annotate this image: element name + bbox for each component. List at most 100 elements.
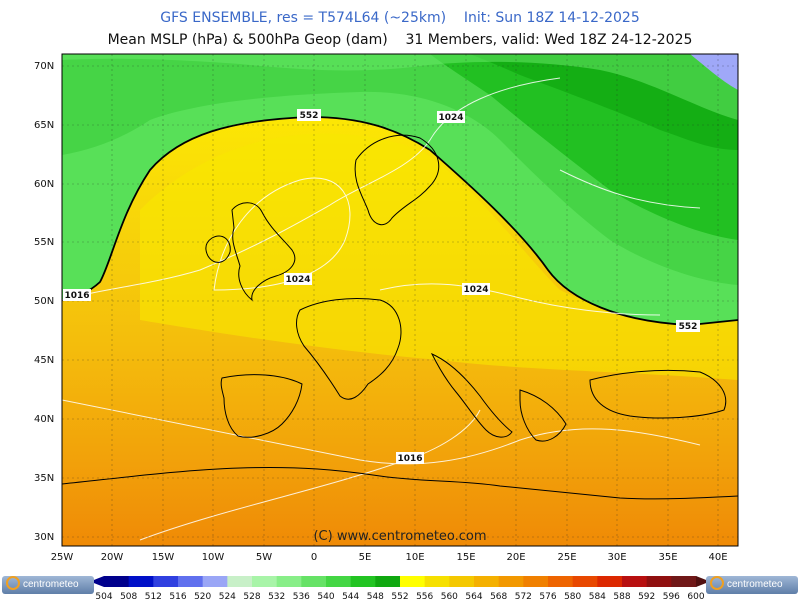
lon-label-35e: 35E [658, 552, 677, 563]
scale-swatch [276, 576, 302, 587]
lon-label-15e: 15E [456, 552, 475, 563]
lon-label-25e: 25E [557, 552, 576, 563]
lon-label-10e: 10E [405, 552, 424, 563]
scale-value-label: 580 [564, 592, 581, 600]
centrometeo-logo-left: centrometeo [2, 576, 94, 594]
lon-label-15w: 15W [152, 552, 175, 563]
lon-label-20w: 20W [101, 552, 124, 563]
logo-ring-icon [6, 576, 20, 591]
scale-value-label: 584 [589, 592, 606, 600]
svg-text:1016: 1016 [64, 291, 89, 301]
lat-label-70n: 70N [34, 61, 54, 72]
lon-label-5w: 5W [256, 552, 272, 563]
lon-label-30e: 30E [607, 552, 626, 563]
scale-value-label: 512 [145, 592, 162, 600]
scale-value-label: 588 [613, 592, 630, 600]
scale-value-label: 520 [194, 592, 211, 600]
lat-label-45n: 45N [34, 355, 54, 366]
lon-label-5e: 5E [359, 552, 372, 563]
scale-swatch [474, 576, 500, 587]
scale-swatch [646, 576, 672, 587]
latitude-labels: 70N 65N 60N 55N 50N 45N 40N 35N 30N [34, 61, 54, 543]
scale-value-label: 540 [317, 592, 334, 600]
scale-swatch [202, 576, 228, 587]
map-credit: (C) www.centrometeo.com [313, 529, 486, 544]
logo-ring-icon [710, 576, 724, 591]
lon-label-25w: 25W [51, 552, 74, 563]
lon-label-20e: 20E [506, 552, 525, 563]
lat-label-35n: 35N [34, 473, 54, 484]
scale-value-label: 532 [268, 592, 285, 600]
graticule [62, 54, 738, 546]
scale-swatch [252, 576, 278, 587]
svg-text:552: 552 [679, 322, 698, 332]
svg-text:1024: 1024 [438, 113, 463, 123]
scale-value-label: 524 [219, 592, 236, 600]
scale-swatch [104, 576, 130, 587]
lat-label-55n: 55N [34, 237, 54, 248]
scale-swatch [350, 576, 376, 587]
scale-swatch [301, 576, 327, 587]
scale-value-label: 592 [638, 592, 655, 600]
scale-swatch [597, 576, 623, 587]
scale-swatch [523, 576, 549, 587]
scale-value-label: 552 [391, 592, 408, 600]
scale-swatch [449, 576, 475, 587]
contour-label-552-east: 552 [676, 320, 700, 332]
scale-value-label: 600 [687, 592, 704, 600]
scale-value-label: 508 [120, 592, 137, 600]
scale-arrow-high [696, 576, 710, 587]
contour-label-1024-uk: 1024 [284, 273, 312, 285]
scale-value-label: 504 [95, 592, 112, 600]
contour-label-552-north: 552 [297, 109, 321, 121]
scale-arrow-low [90, 576, 104, 587]
scale-swatch [227, 576, 253, 587]
longitude-labels: 25W 20W 15W 10W 5W 0 5E 10E 15E 20E 25E … [51, 552, 728, 563]
lon-label-10w: 10W [202, 552, 225, 563]
map-area [62, 54, 738, 546]
map-title-line1: GFS ENSEMBLE, res = T574L64 (~25km) Init… [160, 10, 640, 26]
svg-text:552: 552 [300, 111, 319, 121]
scale-value-label: 564 [465, 592, 482, 600]
scale-swatch [622, 576, 648, 587]
scale-value-label: 528 [243, 592, 260, 600]
scale-value-label: 536 [293, 592, 310, 600]
scale-value-label: 572 [515, 592, 532, 600]
contour-label-1016-africa: 1016 [396, 452, 424, 464]
color-scale-bar: 504 508 512 516 520 524 528 532 536 540 544 548 552 5… [90, 576, 710, 600]
scale-swatch [498, 576, 524, 587]
lat-label-40n: 40N [34, 414, 54, 425]
svg-text:1024: 1024 [463, 285, 488, 295]
scale-swatch [671, 576, 697, 587]
scale-value-label: 516 [169, 592, 186, 600]
scale-swatch [128, 576, 154, 587]
lat-label-50n: 50N [34, 296, 54, 307]
scale-swatch [326, 576, 352, 587]
contour-label-1016-west: 1016 [63, 289, 91, 301]
scale-swatch [572, 576, 598, 587]
scale-swatch [400, 576, 426, 587]
scale-swatch [424, 576, 450, 587]
lat-label-30n: 30N [34, 532, 54, 543]
scale-value-label: 576 [539, 592, 556, 600]
scale-value-label: 544 [342, 592, 359, 600]
lat-label-60n: 60N [34, 179, 54, 190]
scale-swatch [178, 576, 204, 587]
scale-swatch [153, 576, 179, 587]
svg-text:1016: 1016 [397, 454, 422, 464]
scale-swatch [375, 576, 401, 587]
scale-value-label: 568 [490, 592, 507, 600]
scale-value-label: 556 [416, 592, 433, 600]
centrometeo-logo-right: centrometeo [706, 576, 798, 594]
contour-label-1024-scandinavia: 1024 [437, 111, 465, 123]
scale-value-label: 596 [663, 592, 680, 600]
svg-text:1024: 1024 [285, 275, 310, 285]
contour-label-1024-central: 1024 [462, 283, 490, 295]
lon-label-40e: 40E [708, 552, 727, 563]
lon-label-0: 0 [311, 552, 317, 563]
map-title-line2: Mean MSLP (hPa) & 500hPa Geop (dam) 31 M… [107, 32, 693, 48]
scale-value-label: 560 [441, 592, 458, 600]
scale-value-label: 548 [367, 592, 384, 600]
scale-swatch [548, 576, 574, 587]
